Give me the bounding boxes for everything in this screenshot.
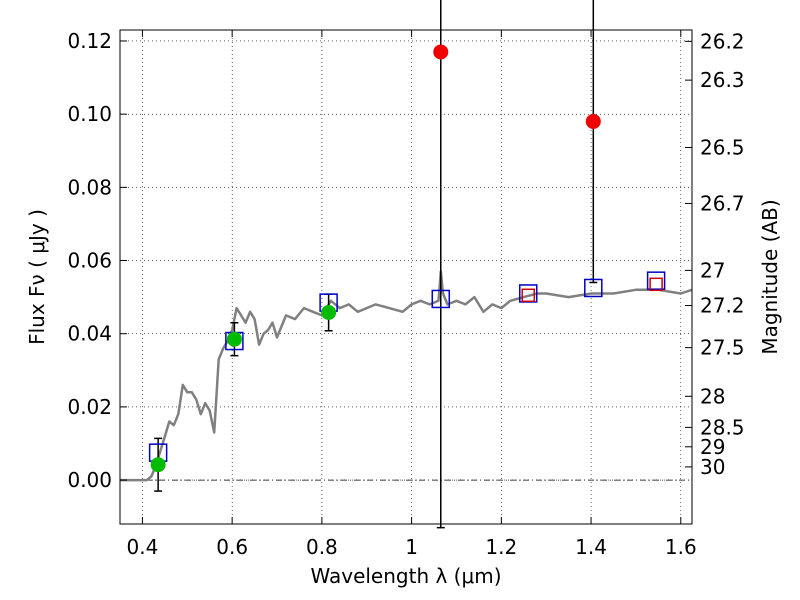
x-tick-label: 1	[405, 535, 418, 559]
y-tick-label: 0.00	[67, 468, 112, 492]
non-detection-point	[433, 44, 449, 60]
y-tick-label: 0.02	[67, 395, 112, 419]
y-tick-label: 0.10	[67, 102, 112, 126]
y-tick-label: 0.04	[67, 322, 112, 346]
x-tick-label: 0.4	[127, 535, 159, 559]
tick-labels: 0.4 0.6 0.8 1 1.2 1.4 1.6 0.00 0.02 0.04 0.06 0.08 0…	[67, 29, 744, 559]
model-photometry-square	[646, 271, 666, 290]
x-tick-label: 1.4	[575, 535, 607, 559]
series-layer	[120, 0, 693, 529]
model-photometry-square	[584, 278, 603, 298]
y-tick-label: 0.12	[67, 29, 112, 53]
non-detection-point	[585, 113, 601, 129]
right-tick-label: 28.5	[700, 415, 745, 439]
y-tick-label: 0.08	[67, 175, 112, 199]
observed-red-square	[521, 288, 536, 303]
detection-point	[321, 304, 337, 320]
ticks	[120, 30, 692, 524]
right-tick-label: 26.5	[700, 135, 745, 159]
right-tick-label: 28	[700, 384, 725, 408]
right-axis-label: Magnitude (AB)	[758, 199, 782, 354]
observed-red-square	[649, 277, 663, 292]
detection-point	[226, 331, 242, 347]
right-tick-label: 27.5	[700, 336, 745, 360]
x-tick-label: 0.6	[216, 535, 248, 559]
model-sed-line	[120, 270, 693, 482]
x-tick-label: 1.2	[485, 535, 517, 559]
right-tick-label: 27.2	[700, 294, 745, 318]
right-tick-label: 26.7	[700, 191, 745, 215]
y-tick-label: 0.06	[67, 249, 112, 273]
right-tick-label: 30	[700, 455, 725, 479]
x-tick-label: 1.6	[665, 535, 697, 559]
right-tick-label: 26.3	[700, 68, 745, 92]
plot-frame	[119, 29, 693, 525]
x-tick-label: 0.8	[306, 535, 338, 559]
right-tick-label: 26.2	[700, 29, 745, 53]
grid	[120, 30, 692, 524]
y-axis-label: Flux Fν ( μJy )	[25, 209, 49, 345]
right-tick-label: 29	[700, 435, 725, 459]
model-photometry-square	[431, 289, 451, 309]
right-tick-label: 27	[700, 258, 725, 282]
x-axis-label: Wavelength λ (μm)	[310, 564, 501, 588]
detection-point	[150, 457, 166, 473]
